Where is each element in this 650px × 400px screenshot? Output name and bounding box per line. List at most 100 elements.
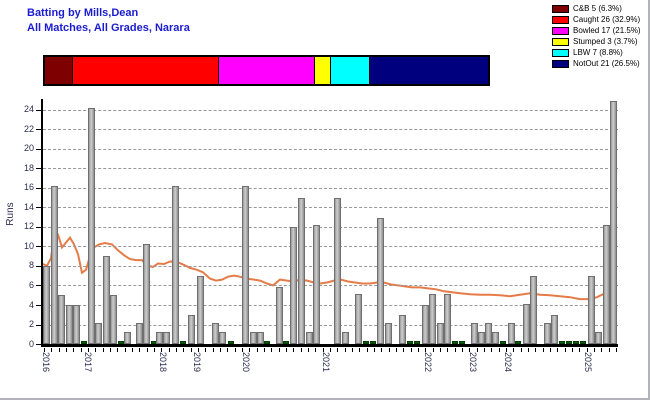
innings-bar	[491, 332, 499, 344]
x-tick	[330, 348, 331, 352]
innings-bar	[530, 275, 537, 344]
x-tick	[308, 348, 309, 352]
x-tick	[586, 348, 588, 352]
innings-bar	[602, 224, 610, 344]
x-tick	[249, 348, 251, 352]
stacked-segment-stumped	[314, 57, 332, 84]
x-year-label-2023: 2023	[468, 352, 478, 373]
x-tick	[344, 348, 346, 352]
x-tick	[73, 348, 75, 352]
x-tick	[579, 348, 581, 352]
innings-bar	[211, 322, 219, 344]
y-tick-18	[36, 168, 41, 170]
x-tick	[190, 348, 192, 352]
x-tick	[271, 348, 273, 352]
legend-label-5: LBW 7 (8.8%)	[573, 48, 623, 57]
innings-bar	[507, 322, 515, 344]
x-tick	[425, 348, 427, 352]
y-tick-label-22: 22	[23, 123, 34, 134]
x-tick	[462, 348, 463, 352]
gridline-12	[43, 226, 618, 228]
innings-bar	[171, 185, 179, 344]
innings-bar	[73, 305, 80, 344]
y-tick-label-2: 2	[28, 319, 34, 329]
x-year-label-2024: 2024	[503, 352, 513, 373]
y-tick-10	[36, 246, 41, 248]
x-tick	[161, 348, 163, 352]
legend-item-bowled: Bowled 17 (21.5%)	[552, 25, 641, 36]
innings-bar	[398, 314, 406, 344]
innings-bar	[544, 322, 551, 344]
innings-bar	[110, 295, 117, 344]
x-tick	[220, 348, 221, 352]
y-tick-label-6: 6	[28, 279, 34, 290]
x-tick	[88, 348, 89, 352]
innings-bar	[135, 322, 143, 344]
y-tick-label-0: 0	[28, 338, 34, 349]
x-tick	[432, 348, 434, 352]
y-tick-4	[36, 305, 41, 306]
innings-bar	[163, 332, 170, 344]
x-tick	[381, 348, 383, 352]
x-tick	[110, 348, 111, 352]
zero-innings-marker	[117, 341, 124, 344]
legend-label-3: Bowled 17 (21.5%)	[573, 26, 641, 35]
x-tick	[594, 348, 595, 352]
x-tick	[242, 348, 243, 352]
legend-swatch-6	[552, 59, 569, 68]
innings-bar	[242, 185, 249, 344]
x-tick	[506, 348, 507, 352]
innings-bar	[297, 197, 305, 344]
innings-bar	[595, 332, 602, 344]
gridline-18	[43, 168, 618, 170]
legend-swatch-4	[552, 37, 569, 46]
y-tick-label-16: 16	[23, 182, 34, 193]
x-tick	[95, 348, 97, 352]
legend-swatch-1	[552, 4, 569, 13]
stacked-segment-lbw	[331, 57, 371, 84]
stacked-segment-cb	[45, 57, 73, 84]
legend-item-caught: Caught 26 (32.9%)	[552, 14, 641, 25]
innings-bar	[470, 322, 478, 344]
innings-bar	[58, 295, 65, 344]
innings-bar	[522, 304, 530, 344]
innings-bar	[249, 332, 257, 344]
y-tick-14	[36, 207, 41, 209]
y-tick-2	[36, 324, 41, 326]
y-tick-label-18: 18	[23, 162, 34, 173]
legend-swatch-5	[552, 48, 569, 57]
x-year-label-2016: 2016	[41, 352, 51, 373]
x-tick	[374, 348, 375, 352]
x-tick	[542, 348, 544, 352]
y-tick-label-4: 4	[28, 299, 34, 310]
x-tick	[366, 348, 368, 352]
y-tick-label-20: 20	[23, 143, 34, 154]
y-tick-12	[36, 226, 41, 228]
page-subtitle: All Matches, All Grades, Narara	[27, 22, 190, 34]
legend-item-lbw: LBW 7 (8.8%)	[552, 47, 641, 58]
innings-bar	[187, 314, 195, 344]
innings-bar	[355, 294, 362, 344]
gridline-20	[43, 148, 618, 150]
y-tick-label-24: 24	[23, 104, 34, 115]
x-year-label-2018: 2018	[158, 352, 168, 373]
innings-bar	[124, 332, 131, 344]
zero-innings-marker	[264, 341, 270, 344]
gridline-2	[43, 324, 618, 326]
x-tick	[535, 348, 537, 352]
x-tick	[557, 348, 559, 352]
gridline-4	[43, 305, 618, 306]
zero-innings-marker	[459, 341, 465, 344]
dismissal-legend: C&B 5 (6.3%) Caught 26 (32.9%) Bowled 17 (…	[552, 3, 641, 69]
legend-label-1: C&B 5 (6.3%)	[573, 4, 622, 13]
innings-bar	[155, 332, 163, 344]
innings-bar	[334, 197, 341, 344]
innings-bar	[377, 218, 384, 344]
innings-bar	[65, 305, 73, 344]
innings-bar	[484, 322, 492, 344]
y-tick-label-14: 14	[23, 201, 34, 212]
dismissal-distribution-bar	[43, 55, 490, 86]
zero-innings-marker	[515, 341, 521, 344]
innings-bar	[275, 287, 283, 344]
x-year-label-2025: 2025	[583, 352, 593, 373]
